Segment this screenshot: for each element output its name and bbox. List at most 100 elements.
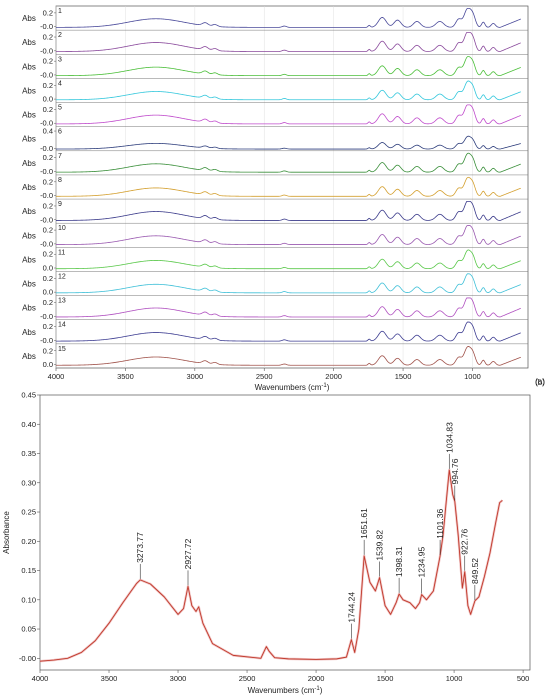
- panel-a-y-tick-label: 0.2: [43, 250, 53, 259]
- panel-a-y-tick-label: -0.0: [40, 215, 53, 224]
- panel-b-peak-label: 1651.61: [359, 508, 369, 539]
- panel-a-y-tick-label: 0.4: [43, 127, 53, 136]
- panel-b-peak-label: 1234.95: [417, 547, 427, 578]
- panel-b-x-axis-label: Wavenumbers (cm-1): [248, 686, 323, 695]
- panel-b-peak-label: 2927.72: [183, 538, 193, 569]
- panel-a-series-number: 9: [58, 201, 62, 208]
- panel-a-series-line: [56, 273, 521, 294]
- panel-b-x-tick-label: 2500: [239, 674, 256, 683]
- panel-a-y-tick-label: -0.0: [40, 22, 53, 31]
- panel-a-series-number: 3: [58, 56, 62, 63]
- panel-a-y-label: Abs: [22, 159, 36, 168]
- panel-b-x-tick-label: 4000: [32, 674, 49, 683]
- panel-a-series-line: [56, 80, 521, 101]
- panel-a-y-label: Abs: [22, 231, 36, 240]
- panel-a-y-tick-label: 0.2: [43, 153, 53, 162]
- panel-a-series-line: [56, 201, 521, 221]
- panel-b-absorbance-spectrum: 4000 3500 3000 2500 2000 1500 1000 500 0.45 0.40 0…: [2, 378, 545, 695]
- panel-a-y-tick-label: -0.0: [40, 167, 53, 176]
- panel-a-series-number: 1: [58, 8, 62, 15]
- panel-a-y-tick-label: -0.0: [40, 191, 53, 200]
- panel-b-peak-label: 849.52: [470, 558, 480, 584]
- panel-a-series-line: [56, 7, 521, 28]
- panel-b-x-tick-label: 3500: [101, 674, 118, 683]
- panel-b-peak-label: 994.76: [450, 458, 460, 484]
- panel-b-frame: [39, 394, 531, 671]
- panel-a-x-tick-label: 1000: [464, 372, 481, 381]
- panel-b-y-tick-label: 0.05: [21, 625, 36, 634]
- panel-b-x-tick-label: 1500: [377, 674, 394, 683]
- panel-a-series-line: [55, 321, 521, 342]
- panel-a-y-label: Abs: [22, 183, 36, 192]
- panel-a-y-tick-label: 0.2: [43, 57, 53, 66]
- panel-a-y-label: Abs: [22, 86, 36, 95]
- panel-a-label: (a): [535, 377, 545, 386]
- panel-a-y-tick-label: 0.0: [43, 360, 53, 369]
- panel-a-y-label: Abs: [22, 255, 36, 264]
- panel-a-series-number: 8: [58, 177, 62, 184]
- panel-a-series-line: [55, 104, 521, 125]
- panel-a-x-axis-label-close: ): [327, 383, 330, 392]
- panel-a-y-tick-label: 0.2: [43, 298, 53, 307]
- panel-a-series-number: 14: [58, 322, 66, 329]
- panel-a-y-label: Abs: [22, 352, 36, 361]
- panel-b-label: (b): [535, 378, 545, 387]
- panel-a-y-tick-label: 0.2: [43, 226, 53, 235]
- panel-b-y-tick-label: -0.00: [19, 654, 36, 663]
- panel-b-peak-label: 1101.36: [435, 509, 445, 539]
- panel-a-x-tick-label: 3500: [117, 372, 134, 381]
- panel-a-y-label: Abs: [22, 111, 36, 120]
- panel-b-spectrum-halo: [39, 468, 504, 663]
- panel-a-series-number: 10: [58, 225, 66, 232]
- panel-a-y-tick-label: -0.0: [40, 70, 53, 79]
- panel-a-series-line: [55, 249, 521, 270]
- panel-b-x-tick-label: 500: [517, 674, 530, 683]
- panel-a-y-tick-label: 0.0: [43, 288, 53, 297]
- panel-a-series-line: [55, 176, 521, 197]
- panel-b-x-tick-label: 1000: [446, 674, 463, 683]
- panel-b-peak-label: 3273.77: [135, 532, 145, 563]
- panel-b-x-axis-label-sup: -1: [314, 686, 320, 692]
- panel-b-y-tick-label: 0.10: [21, 595, 36, 604]
- panel-b-y-tick-label: 0.25: [21, 508, 36, 517]
- panel-b-spectrum-line: [39, 469, 503, 662]
- panel-b-peak-label: 1398.31: [394, 546, 404, 577]
- panel-b-y-tick-label: 0.30: [21, 478, 36, 487]
- panel-a-x-axis-label-sup: -1: [321, 383, 327, 389]
- panel-b-y-tick-label: 0.15: [21, 566, 36, 575]
- panel-a-series-number: 7: [58, 153, 62, 160]
- panel-a-y-tick-label: 0.2: [43, 105, 53, 114]
- panel-a-y-label: Abs: [22, 135, 36, 144]
- panel-b-x-axis-label-text: Wavenumbers: [248, 686, 302, 695]
- panel-a-y-tick-label: -0.0: [40, 336, 53, 345]
- panel-a-series-line: [56, 225, 521, 245]
- panel-a-y-tick-label: 0.2: [43, 33, 53, 42]
- panel-b-y-tick-label: 0.20: [21, 537, 36, 546]
- panel-a-series-number: 11: [58, 249, 65, 256]
- panel-a-series-line: [56, 135, 521, 150]
- panel-a-series-line: [56, 56, 521, 77]
- panel-b-y-tick-label: 0.35: [21, 449, 36, 458]
- panel-a-x-tick-label: 3000: [186, 372, 203, 381]
- panel-a-series-number: 2: [58, 32, 62, 39]
- panel-a-series-number: 4: [58, 80, 62, 87]
- panel-a-y-label: Abs: [22, 38, 36, 47]
- panel-a-series-number: 6: [58, 129, 62, 136]
- panel-a-x-tick-label: 2000: [325, 372, 342, 381]
- panel-a-y-tick-label: 0.2: [43, 8, 53, 17]
- panel-a-y-tick-label: 0.2: [43, 201, 53, 210]
- panel-a-y-label: Abs: [22, 328, 36, 337]
- panel-a-y-label: Abs: [22, 304, 36, 313]
- panel-a-x-tick-label: 1500: [395, 372, 412, 381]
- panel-a-y-tick-label: -0.0: [40, 46, 53, 55]
- panel-b-y-axis-label: Absorbance: [2, 511, 11, 554]
- panel-a-y-tick-label: 0.2: [43, 81, 53, 90]
- panel-b-x-tick-label: 2000: [308, 674, 325, 683]
- panel-a-series-number: 13: [58, 298, 66, 305]
- panel-a-series-line: [56, 297, 521, 318]
- panel-a-y-label: Abs: [22, 62, 36, 71]
- panel-a-series-line: [56, 32, 521, 52]
- panel-a-series-line: [56, 346, 521, 366]
- panel-a-y-tick-label: 0.0: [43, 95, 53, 104]
